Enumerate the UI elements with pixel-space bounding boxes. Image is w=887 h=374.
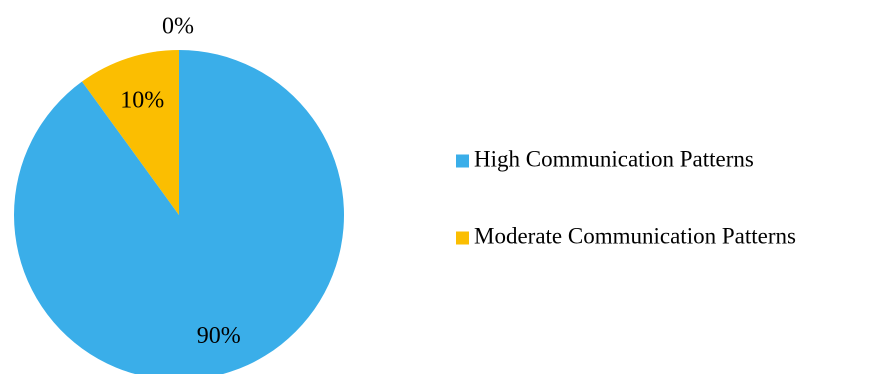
chart-legend: High Communication Patterns Moderate Comm…	[456, 146, 796, 248]
data-label-2: 0%	[162, 14, 194, 40]
pie-slice-high-communication-patterns	[14, 50, 344, 374]
data-label-0: 90%	[197, 323, 241, 349]
legend-item-high-communication-patterns: High Communication Patterns	[456, 146, 754, 171]
legend-swatch-high-communication-patterns	[456, 154, 469, 168]
legend-swatch-moderate-communication-patterns	[456, 231, 469, 245]
legend-label-high-communication-patterns: High Communication Patterns	[474, 146, 754, 171]
pie-slice-moderate-communication-patterns	[82, 50, 179, 215]
legend-label-moderate-communication-patterns: Moderate Communication Patterns	[474, 223, 796, 248]
legend-item-moderate-communication-patterns: Moderate Communication Patterns	[456, 223, 796, 248]
pie-slices	[14, 50, 344, 374]
pie-data-labels: 90% 10% 0%	[120, 14, 240, 349]
data-label-1: 10%	[120, 88, 164, 114]
